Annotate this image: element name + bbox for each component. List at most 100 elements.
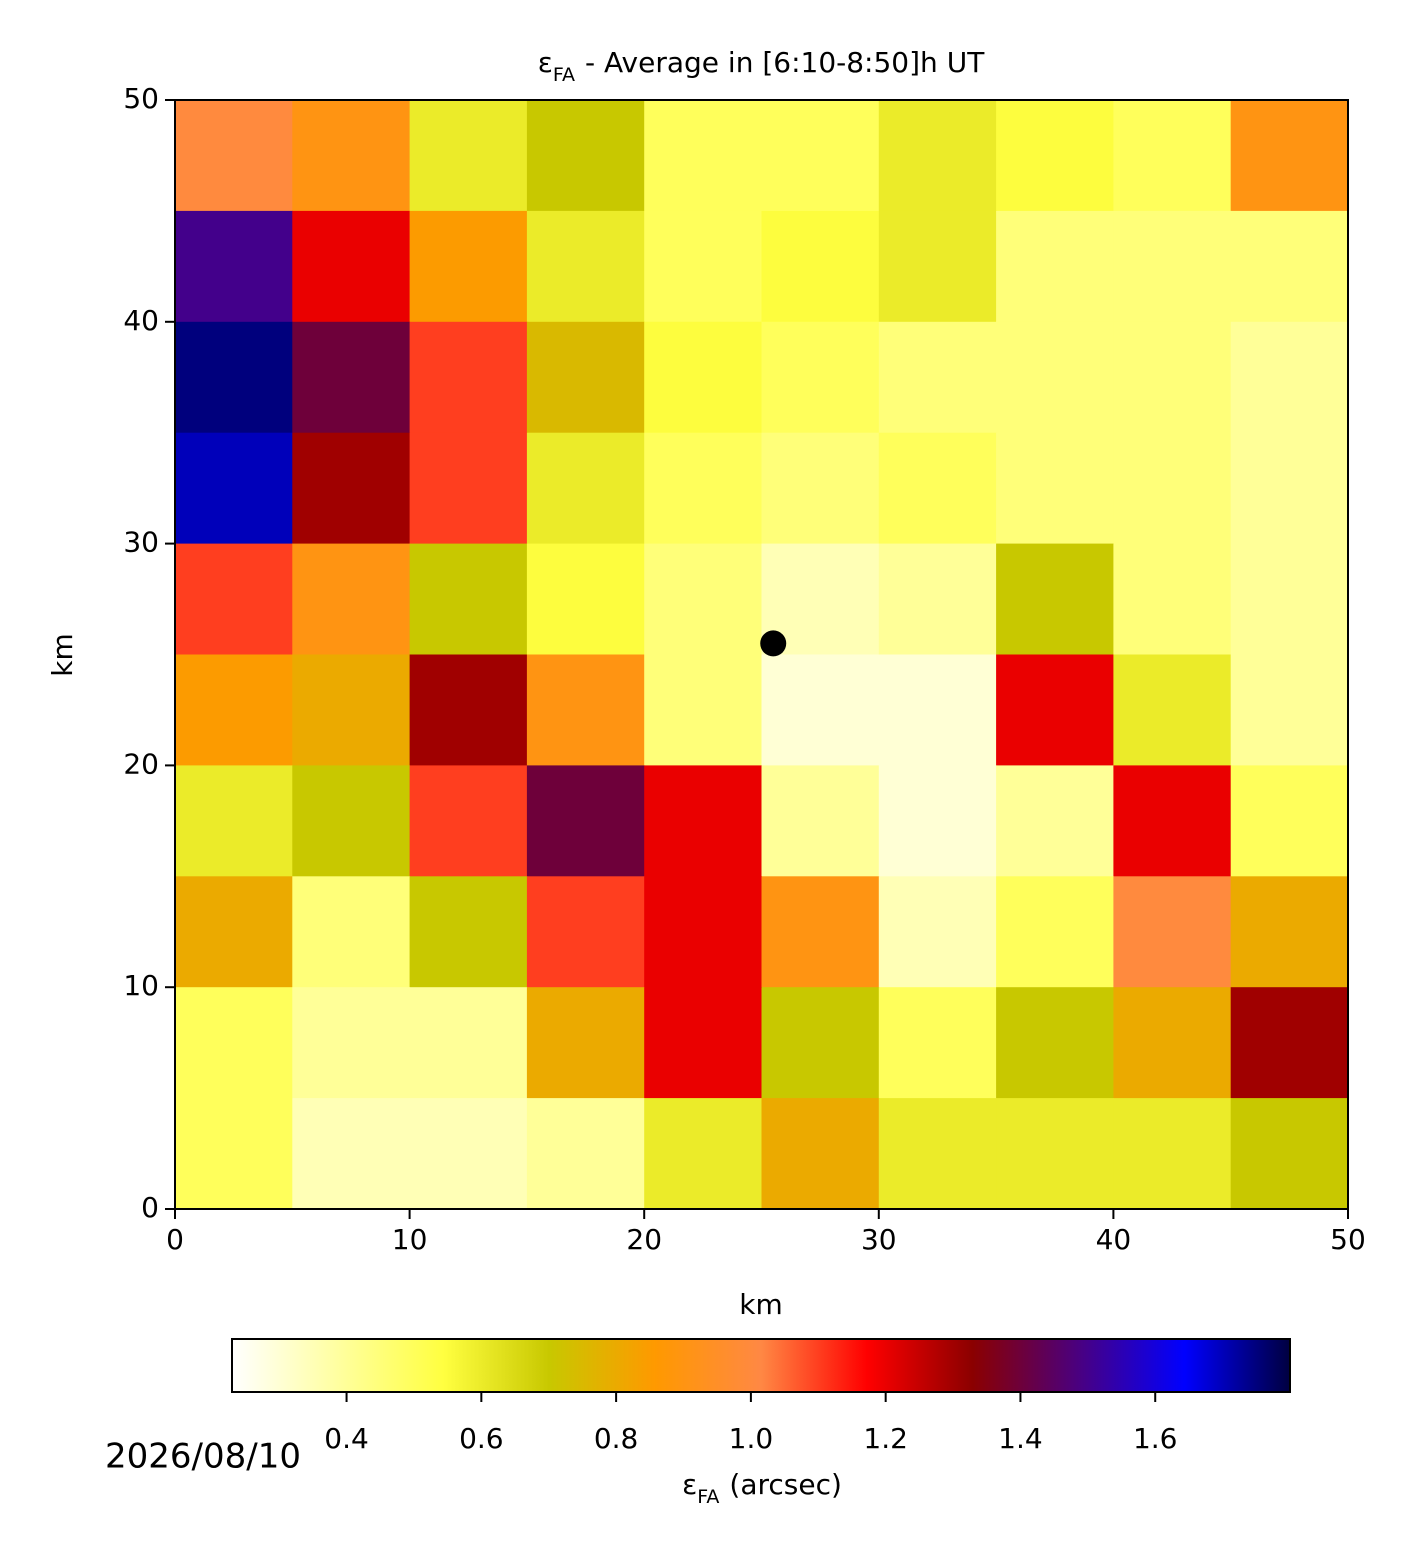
heat-cell (644, 321, 762, 434)
heat-cell (526, 765, 645, 877)
heat-cell (175, 321, 293, 434)
heat-cell (644, 876, 762, 988)
heat-cell (175, 432, 293, 545)
colorbar-tick-label: 1.0 (729, 1422, 774, 1455)
heat-cell (996, 876, 1114, 988)
heat-cell (996, 321, 1114, 434)
heat-cell (1230, 654, 1349, 766)
heat-cell (644, 765, 762, 877)
heat-cell (175, 876, 293, 988)
heat-cell (292, 1098, 411, 1210)
y-tick-label: 20 (123, 747, 159, 780)
heat-cell (878, 321, 997, 434)
heat-cell (1113, 543, 1232, 655)
heat-cell (292, 100, 411, 212)
heat-cell (1113, 432, 1232, 545)
heat-cell (175, 100, 293, 212)
heat-cell (1113, 100, 1232, 212)
heat-cell (761, 100, 880, 212)
colorbar-tick-label: 1.6 (1133, 1422, 1178, 1455)
cb-symbol: ε (682, 1468, 697, 1501)
heat-cell (878, 876, 997, 988)
heat-cell (1230, 100, 1349, 212)
heat-cell (526, 210, 645, 323)
heat-cell (1230, 765, 1349, 877)
heat-cell (878, 987, 997, 1099)
y-tick-label: 10 (123, 969, 159, 1002)
heat-cell (1230, 876, 1349, 988)
cb-sub: FA (697, 1486, 719, 1508)
heat-cell (292, 321, 411, 434)
x-tick-label: 40 (1096, 1223, 1132, 1256)
y-tick-label: 0 (141, 1191, 159, 1224)
heat-cell (1113, 765, 1232, 877)
heat-cell (761, 321, 880, 434)
heat-cell (526, 987, 645, 1099)
heat-cell (409, 100, 528, 212)
heat-cell (761, 210, 880, 323)
heat-cell (644, 654, 762, 766)
heat-cell (996, 654, 1114, 766)
x-tick-label: 0 (166, 1223, 184, 1256)
heat-cell (409, 654, 528, 766)
heat-cell (996, 432, 1114, 545)
heat-cell (526, 654, 645, 766)
heat-cell (1113, 987, 1232, 1099)
heat-cell (996, 210, 1114, 323)
heat-cell (644, 210, 762, 323)
heat-cell (761, 765, 880, 877)
heat-cell (1230, 432, 1349, 545)
heat-cell (409, 987, 528, 1099)
heat-cell (996, 100, 1114, 212)
heat-cell (761, 876, 880, 988)
heat-cell (1113, 654, 1232, 766)
heat-cell (409, 432, 528, 545)
heat-cell (526, 543, 645, 655)
x-tick-label: 30 (861, 1223, 897, 1256)
colorbar-tick-label: 1.4 (998, 1422, 1043, 1455)
heat-cell (644, 1098, 762, 1210)
heat-cell (292, 987, 411, 1099)
y-tick-label: 30 (123, 526, 159, 559)
title-rest: - Average in [6:10-8:50]h UT (585, 46, 985, 79)
heat-cell (175, 543, 293, 655)
heat-cell (644, 100, 762, 212)
heat-cell (409, 321, 528, 434)
x-tick-label: 10 (392, 1223, 428, 1256)
heat-cell (996, 1098, 1114, 1210)
heat-cell (292, 876, 411, 988)
heat-cell (1230, 1098, 1349, 1210)
heat-cell (878, 100, 997, 212)
heat-cell (1113, 210, 1232, 323)
heat-cell (644, 432, 762, 545)
heat-cell (1230, 321, 1349, 434)
x-tick-label: 20 (626, 1223, 662, 1256)
heat-cell (175, 987, 293, 1099)
colorbar-tick-label: 0.4 (324, 1422, 369, 1455)
heat-cell (175, 210, 293, 323)
heat-cell (644, 987, 762, 1099)
colorbar-tick-label: 0.6 (459, 1422, 504, 1455)
heat-cell (878, 1098, 997, 1210)
heat-cell (292, 654, 411, 766)
y-tick-label: 50 (123, 82, 159, 115)
heat-cell (761, 654, 880, 766)
heat-cell (996, 987, 1114, 1099)
heat-cell (526, 100, 645, 212)
heat-cell (292, 210, 411, 323)
heat-cell (1113, 1098, 1232, 1210)
y-tick-label: 40 (123, 304, 159, 337)
heat-cell (526, 432, 645, 545)
heat-cell (878, 210, 997, 323)
chart-title: εFA - Average in [6:10-8:50]h UT (538, 46, 985, 86)
heat-cell (526, 321, 645, 434)
heat-cell (878, 543, 997, 655)
x-tick-label: 50 (1330, 1223, 1366, 1256)
heat-cell (1230, 987, 1349, 1099)
heat-cell (761, 432, 880, 545)
colorbar-tick-label: 0.8 (594, 1422, 639, 1455)
colorbar (231, 1338, 1291, 1393)
heat-cell (1113, 876, 1232, 988)
heat-cell (409, 210, 528, 323)
